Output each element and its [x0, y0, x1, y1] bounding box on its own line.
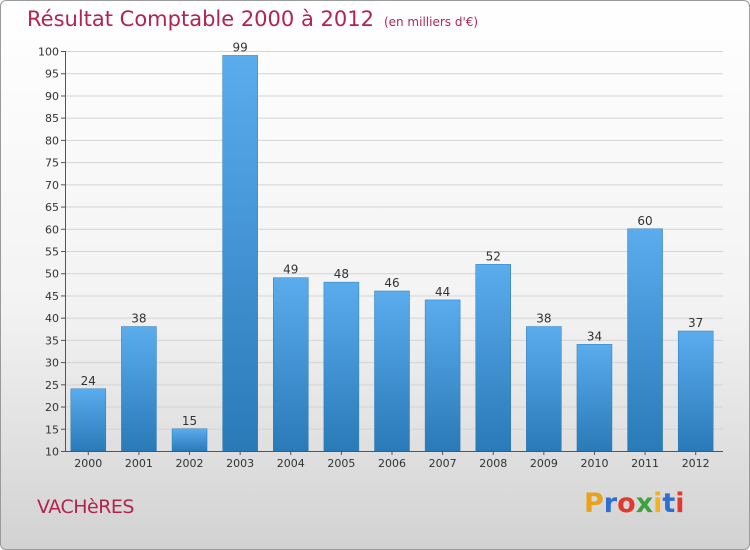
x-tick-label: 2000: [74, 457, 102, 470]
x-tick-label: 2012: [682, 457, 710, 470]
x-tick-label: 2007: [429, 457, 457, 470]
logo-letter: i: [653, 488, 663, 519]
bar-value-label: 48: [334, 267, 349, 281]
y-tick-label: 45: [45, 290, 59, 303]
y-tick-label: 10: [45, 446, 59, 459]
proxiti-logo: Proxiti: [584, 488, 685, 519]
y-tick-label: 20: [45, 401, 59, 414]
bar: [171, 428, 208, 452]
bar-value-label: 44: [435, 285, 450, 299]
x-tick-label: 2001: [125, 457, 153, 470]
logo-letter: i: [675, 488, 685, 519]
chart-title-unit: (en milliers d'€): [383, 15, 479, 29]
y-tick-label: 70: [45, 179, 59, 192]
bar-value-label: 46: [384, 276, 399, 290]
bar: [222, 55, 258, 452]
bar-value-label: 99: [233, 40, 248, 54]
logo-letter: t: [662, 488, 676, 519]
bar: [323, 281, 360, 452]
bar-value-label: 34: [587, 329, 602, 343]
x-tick-label: 2011: [631, 457, 659, 470]
y-tick-label: 65: [45, 201, 59, 214]
logo-letter: x: [635, 488, 654, 519]
logo-letter: o: [617, 488, 636, 519]
y-tick-label: 85: [45, 112, 59, 125]
bar-value-label: 24: [81, 374, 96, 388]
bar: [677, 330, 714, 452]
x-tick-label: 2004: [277, 457, 305, 470]
y-tick-label: 55: [45, 246, 59, 259]
x-tick-label: 2006: [378, 457, 406, 470]
y-tick-label: 25: [45, 379, 59, 392]
y-tick-label: 60: [45, 223, 59, 236]
y-tick-label: 15: [45, 423, 59, 436]
bar-value-label: 52: [486, 249, 501, 263]
bar: [475, 264, 511, 452]
bar: [627, 228, 663, 452]
y-tick-label: 100: [38, 46, 59, 59]
logo-letter: P: [584, 488, 604, 519]
x-tick-label: 2002: [176, 457, 204, 470]
bar-value-label: 60: [637, 214, 652, 228]
y-tick-label: 80: [45, 134, 59, 147]
place-name: VACHèRES: [37, 496, 134, 518]
logo-letter: r: [603, 488, 618, 519]
y-tick-label: 35: [45, 334, 59, 347]
bar-value-label: 49: [283, 263, 298, 277]
x-tick-label: 2009: [530, 457, 558, 470]
bars: 24 38 15 99 49 48 46 44 52 38 34 60 37: [70, 40, 714, 452]
y-tick-label: 30: [45, 357, 59, 370]
bar-value-label: 38: [536, 312, 551, 326]
bar-value-label: 38: [131, 312, 146, 326]
y-axis: 10 15 20 25 30 35 40 45 50 55 60 65 70 75 80 85 90 95 100: [38, 46, 66, 459]
chart-title: Résultat Comptable 2000 à 2012 (en millie…: [27, 7, 478, 31]
bar: [526, 326, 562, 452]
y-tick-label: 95: [45, 68, 59, 81]
y-tick-label: 90: [45, 90, 59, 103]
bar: [121, 326, 157, 452]
y-tick-label: 75: [45, 157, 59, 170]
x-tick-label: 2003: [226, 457, 254, 470]
bar: [576, 344, 613, 452]
x-tick-label: 2010: [580, 457, 608, 470]
y-tick-label: 40: [45, 312, 59, 325]
x-tick-label: 2008: [479, 457, 507, 470]
x-axis: 2000 2001 2002 2003 2004 2005 2006 2007 2008 2009…: [65, 451, 723, 470]
bar: [374, 290, 410, 452]
bar: [424, 299, 461, 452]
bar-value-label: 15: [182, 414, 197, 428]
x-tick-label: 2005: [327, 457, 355, 470]
bar-value-label: 37: [688, 316, 703, 330]
y-tick-label: 50: [45, 268, 59, 281]
chart-title-main: Résultat Comptable 2000 à 2012: [27, 7, 374, 31]
bar: [273, 277, 309, 452]
bar: [70, 388, 107, 452]
